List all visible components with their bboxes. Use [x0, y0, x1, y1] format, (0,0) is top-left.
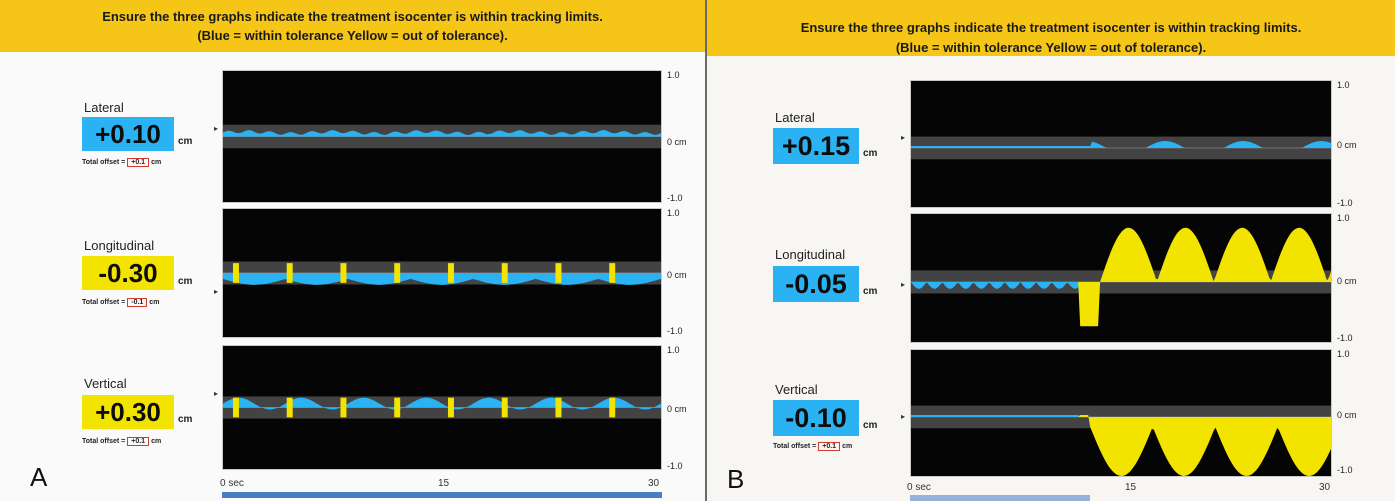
longitudinal-title: Longitudinal [84, 238, 155, 253]
vertical-title: Vertical [84, 376, 127, 391]
vertical-offset-value: +0.1 [818, 442, 841, 451]
panel-divider [705, 0, 707, 501]
vertical-value: +0.30 [82, 395, 174, 429]
panel-letter: A [30, 462, 48, 492]
panel-letter: B [727, 464, 745, 494]
vertical-total-offset: Total offset = +0.1 cm [773, 442, 853, 451]
trace-within-area [911, 281, 1331, 289]
longitudinal-value: -0.30 [82, 256, 174, 290]
longitudinal-plot [910, 213, 1332, 343]
longitudinal-title: Longitudinal [775, 247, 846, 262]
longitudinal-unit: cm [863, 286, 878, 297]
trace-out-marker [394, 263, 401, 283]
trace-area [911, 141, 1331, 148]
vertical-unit: cm [178, 414, 193, 425]
trace-out-marker [501, 263, 508, 283]
lateral-marker-arrow: ▸ [901, 133, 906, 142]
lateral-marker-arrow: ▸ [214, 124, 219, 133]
x-tick-mid: 15 [1125, 482, 1137, 493]
time-progress-bar [910, 495, 1090, 501]
trace-area [223, 397, 661, 410]
longitudinal-axis-bottom: -1.0 [667, 326, 683, 336]
trace-out-marker [340, 397, 347, 418]
trace-out-marker [232, 397, 239, 418]
vertical-marker-arrow: ▸ [901, 412, 906, 421]
instruction-banner: Ensure the three graphs indicate the tre… [0, 0, 705, 52]
lateral-axis-top: 1.0 [1337, 80, 1350, 90]
longitudinal-marker-arrow: ▸ [214, 287, 219, 296]
lateral-unit: cm [863, 148, 878, 159]
trace-area [223, 130, 661, 137]
trace-out-marker [447, 263, 454, 283]
vertical-plot [910, 349, 1332, 477]
trace-out-area [911, 414, 1331, 476]
lateral-title: Lateral [84, 100, 124, 115]
vertical-axis-top: 1.0 [667, 345, 680, 355]
panel-b: Ensure the three graphs indicate the tre… [707, 0, 1395, 501]
x-tick-start: 0 sec [220, 478, 244, 489]
banner-line-2: (Blue = within tolerance Yellow = out of… [197, 28, 508, 43]
longitudinal-total-offset: Total offset = -0.1 cm [82, 298, 160, 307]
longitudinal-unit: cm [178, 276, 193, 287]
x-tick-end: 30 [1319, 482, 1331, 493]
lateral-axis-mid: 0 cm [1337, 140, 1357, 150]
banner-line-2: (Blue = within tolerance Yellow = out of… [895, 40, 1207, 55]
lateral-offset-value: +0.1 [127, 158, 150, 167]
longitudinal-axis-bottom: -1.0 [1337, 333, 1353, 343]
trace-out-marker [609, 397, 616, 418]
lateral-plot [910, 80, 1332, 208]
trace-out-marker [555, 397, 562, 418]
trace-area [223, 273, 661, 285]
vertical-axis-bottom: -1.0 [1337, 465, 1353, 475]
vertical-value: -0.10 [773, 400, 859, 436]
trace-within-area [911, 414, 1331, 417]
vertical-unit: cm [863, 420, 878, 431]
trace-out-marker [232, 263, 239, 283]
lateral-title: Lateral [775, 110, 815, 125]
trace-out-marker [555, 263, 562, 283]
longitudinal-axis-top: 1.0 [667, 208, 680, 218]
trace-out-area [911, 227, 1331, 327]
longitudinal-marker-arrow: ▸ [901, 280, 906, 289]
longitudinal-axis-mid: 0 cm [667, 270, 687, 280]
x-tick-end: 30 [648, 478, 660, 489]
vertical-axis-mid: 0 cm [1337, 410, 1357, 420]
vertical-axis-mid: 0 cm [667, 404, 687, 414]
lateral-axis-bottom: -1.0 [667, 193, 683, 203]
lateral-axis-bottom: -1.0 [1337, 198, 1353, 208]
trace-out-marker [286, 397, 293, 418]
trace-out-marker [501, 397, 508, 418]
vertical-marker-arrow: ▸ [214, 389, 219, 398]
longitudinal-axis-mid: 0 cm [1337, 276, 1357, 286]
longitudinal-axis-top: 1.0 [1337, 213, 1350, 223]
lateral-unit: cm [178, 136, 193, 147]
lateral-value: +0.15 [773, 128, 859, 164]
trace-out-marker [394, 397, 401, 418]
vertical-offset-value: +0.1 [127, 437, 150, 446]
lateral-axis-mid: 0 cm [667, 137, 687, 147]
vertical-title: Vertical [775, 382, 818, 397]
trace-out-marker [286, 263, 293, 283]
vertical-plot [222, 345, 662, 470]
longitudinal-value: -0.05 [773, 266, 859, 302]
lateral-axis-top: 1.0 [667, 70, 680, 80]
instruction-banner: Ensure the three graphs indicate the tre… [707, 0, 1395, 56]
trace-out-marker [609, 263, 616, 283]
x-tick-start: 0 sec [907, 482, 931, 493]
banner-line-1: Ensure the three graphs indicate the tre… [102, 9, 603, 24]
time-progress-bar [222, 492, 662, 498]
trace-out-marker [447, 397, 454, 418]
panel-a: Ensure the three graphs indicate the tre… [0, 0, 705, 498]
vertical-axis-bottom: -1.0 [667, 461, 683, 471]
lateral-value: +0.10 [82, 117, 174, 151]
x-tick-mid: 15 [438, 478, 450, 489]
vertical-total-offset: Total offset = +0.1 cm [82, 437, 162, 446]
lateral-plot [222, 70, 662, 203]
vertical-axis-top: 1.0 [1337, 349, 1350, 359]
trace-out-marker [340, 263, 347, 283]
banner-line-1: Ensure the three graphs indicate the tre… [800, 20, 1302, 35]
longitudinal-plot [222, 208, 662, 338]
longitudinal-offset-value: -0.1 [127, 298, 148, 307]
lateral-total-offset: Total offset = +0.1 cm [82, 158, 162, 167]
